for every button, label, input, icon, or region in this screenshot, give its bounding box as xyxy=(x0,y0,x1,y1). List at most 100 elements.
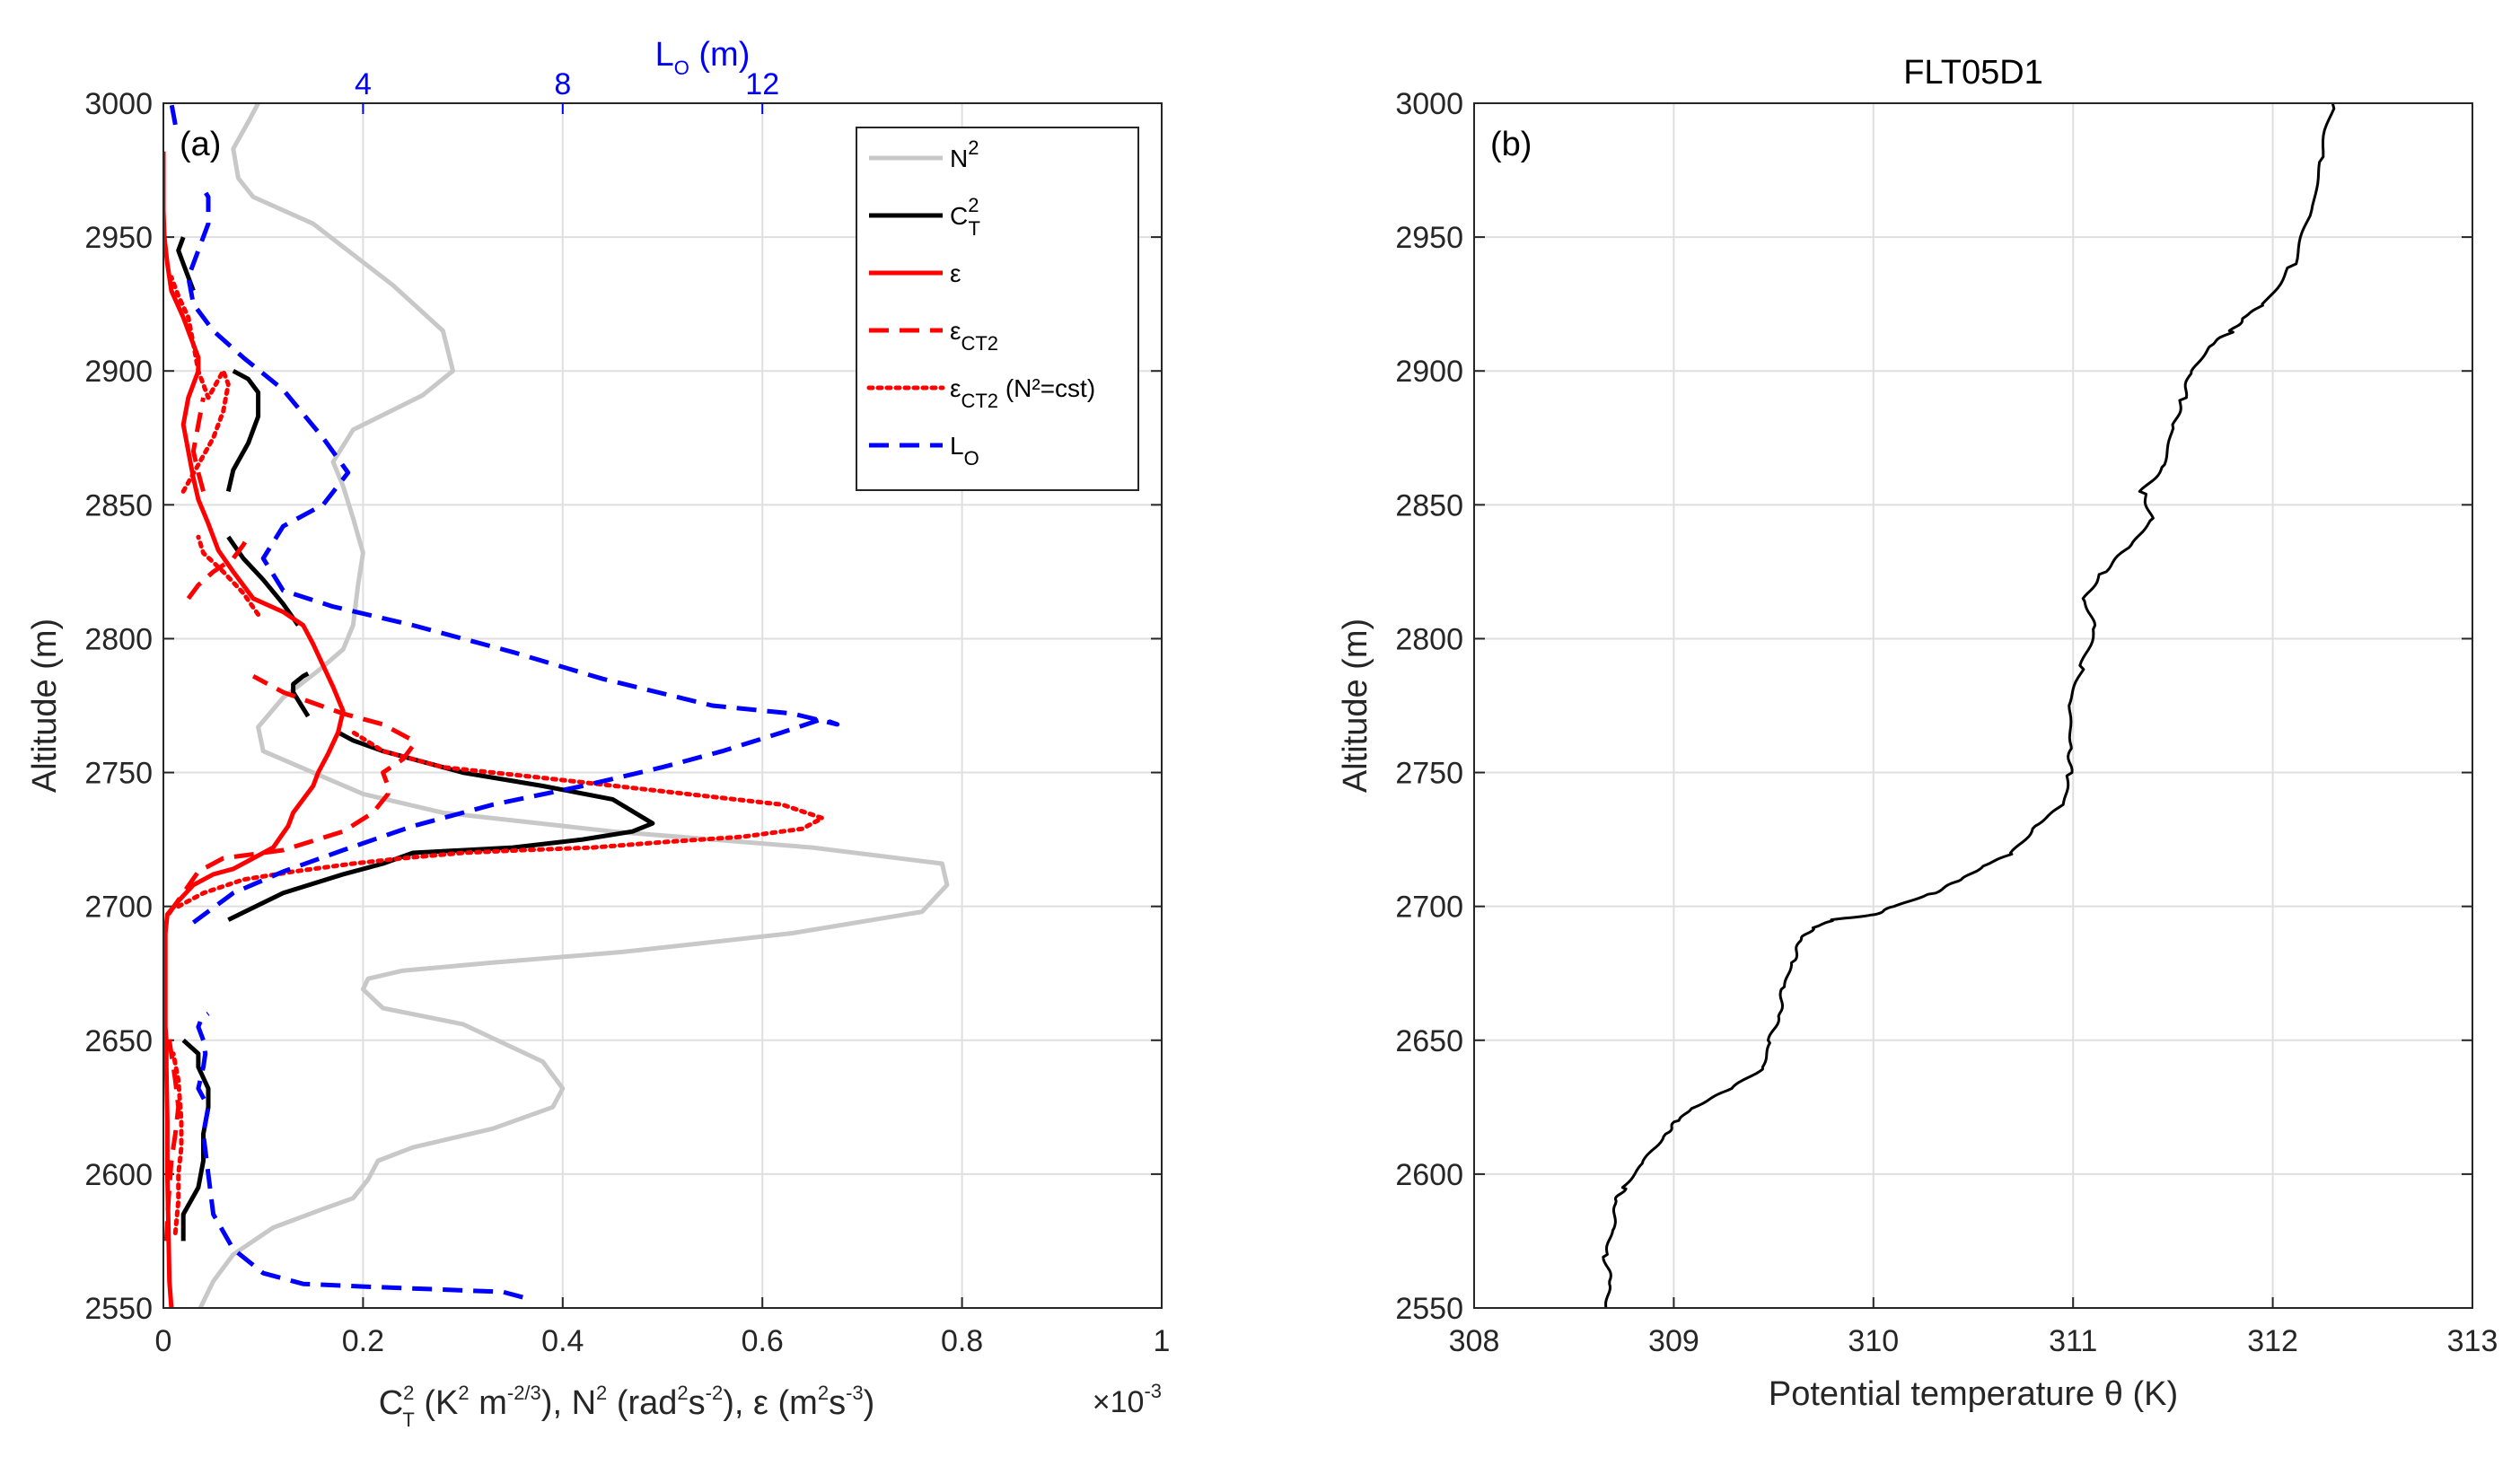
a-legend-box xyxy=(856,127,1139,491)
xl-t: -2 xyxy=(706,1382,724,1404)
a-ytick-label: 2600 xyxy=(84,1158,153,1192)
a-panel-label: (a) xyxy=(180,126,221,163)
legend-text: L xyxy=(950,432,964,460)
a-series-epsCT2-segment xyxy=(163,1034,181,1242)
xl-t: 2 xyxy=(596,1382,607,1404)
legend-text: ε xyxy=(950,317,961,345)
a-ylabel: Altitude (m) xyxy=(26,619,64,793)
legend-label-epsCT2: εCT2 xyxy=(950,317,998,355)
legend-label-LO: LO xyxy=(950,432,979,470)
xl-t: ) xyxy=(864,1384,875,1422)
xl-t: m xyxy=(470,1384,507,1422)
xl-t: (rad xyxy=(607,1384,677,1422)
a-xtick-label: 0.4 xyxy=(541,1324,584,1358)
a-series-LO-segment xyxy=(196,1012,523,1300)
b-xtick-label: 309 xyxy=(1648,1324,1699,1358)
a-series-LO-segment xyxy=(186,188,840,925)
xl-eps: ε xyxy=(753,1384,768,1422)
xl-sub: T xyxy=(402,1409,414,1431)
xl-t: -3 xyxy=(846,1382,864,1404)
b-xtick-label: 311 xyxy=(2049,1324,2097,1358)
a-xtick-label: 0.6 xyxy=(742,1324,784,1358)
a-series-group xyxy=(163,103,950,1308)
a-xtick-label: 1 xyxy=(1154,1324,1171,1358)
legend-label-N2: N2 xyxy=(950,136,979,172)
legend-sup: 2 xyxy=(968,136,979,159)
b-ytick-label: 2600 xyxy=(1395,1158,1463,1192)
b-ytick-label: 2650 xyxy=(1395,1024,1463,1058)
b-panel-label: (b) xyxy=(1490,126,1532,163)
a-series-epsCT2cst-segment xyxy=(171,1051,184,1235)
b-plot-area xyxy=(1474,103,2472,1308)
panel-a: 0 0.2 0.4 0.6 0.8 125502600265027002750280028… xyxy=(26,36,1170,1431)
a-series-LO-segment xyxy=(169,103,178,126)
xl-t: (K xyxy=(415,1384,459,1422)
legend-sub: T xyxy=(968,217,979,240)
a-series-CT2-segment xyxy=(225,368,261,492)
b-ytick-label: 2850 xyxy=(1395,488,1463,522)
a-ytick-label: 2750 xyxy=(84,757,153,791)
a-ytick-label: 2650 xyxy=(84,1024,153,1058)
legend-text: ε xyxy=(950,259,961,287)
a-series-epsCT2-segment xyxy=(186,535,250,601)
top-label-base: L xyxy=(655,36,674,74)
b-ytick-label: 2900 xyxy=(1395,355,1463,389)
a-top-axis-label: LO (m) xyxy=(655,36,751,79)
a-top-tick-label: 12 xyxy=(745,67,779,101)
xl-sup: 2 xyxy=(403,1382,414,1404)
a-xtick-label: 0.2 xyxy=(342,1324,384,1358)
xl-t: 2 xyxy=(677,1382,688,1404)
mult-exp: -3 xyxy=(1144,1380,1162,1402)
xl-t: 2 xyxy=(458,1382,469,1404)
xl-t: (m xyxy=(768,1384,818,1422)
a-series-epsCT2-segment xyxy=(190,397,206,493)
a-series-epsCT2-segment xyxy=(166,673,416,917)
a-ytick-label: 2850 xyxy=(84,488,153,522)
b-series-group xyxy=(1602,103,2336,1308)
a-series-CT2-segment xyxy=(291,671,311,718)
legend-text: C xyxy=(950,202,968,230)
b-ytick-label: 2950 xyxy=(1395,221,1463,255)
a-ytick-label: 2800 xyxy=(84,622,153,656)
xl-t: 2 xyxy=(818,1382,829,1404)
b-ytick-label: 2800 xyxy=(1395,622,1463,656)
b-xtick-label: 308 xyxy=(1449,1324,1500,1358)
legend-sub: CT2 xyxy=(961,332,998,355)
a-axes-box xyxy=(162,102,1163,1309)
legend-label-eps: ε xyxy=(950,259,961,287)
a-x-multiplier: ×10-3 xyxy=(1093,1380,1162,1419)
b-series-theta-line xyxy=(1602,103,2336,1308)
a-series-epsCT2cst-segment xyxy=(176,730,825,909)
a-series-epsCT2cst-segment xyxy=(196,534,261,618)
a-ytick-label: 2950 xyxy=(84,221,153,255)
b-xlabel: Potential temperature θ (K) xyxy=(1769,1375,2178,1413)
legend-text: ε xyxy=(950,374,961,402)
a-xlabel: C2 T (K2 m-2/3), N2 (rad2s-2), ε (m2s-3) xyxy=(379,1382,875,1431)
a-ytick-label: 2700 xyxy=(84,891,153,925)
legend-text: N xyxy=(950,145,968,172)
a-series-N2-line xyxy=(198,103,950,1308)
xl-t: -2/3 xyxy=(507,1382,541,1404)
xl-t: ), N xyxy=(541,1384,596,1422)
legend-sub: CT2 xyxy=(961,390,998,412)
legend-label-epsCT2cst: εCT2 (N²=cst) xyxy=(950,374,1095,412)
xl-t: s xyxy=(829,1384,846,1422)
a-series-eps-line xyxy=(163,151,346,1308)
b-title: FLT05D1 xyxy=(1903,54,2043,92)
b-xtick-label: 310 xyxy=(1848,1324,1899,1358)
b-xtick-label: 312 xyxy=(2247,1324,2298,1358)
xl-t: s xyxy=(689,1384,706,1422)
b-ytick-label: 3000 xyxy=(1395,87,1463,121)
top-label-sub: O xyxy=(674,57,689,79)
a-xtick-label: 0 xyxy=(155,1324,172,1358)
a-ytick-label: 2550 xyxy=(84,1292,153,1326)
a-top-tick-label: 4 xyxy=(355,67,372,101)
b-ytick-label: 2750 xyxy=(1395,757,1463,791)
legend-rest: (N²=cst) xyxy=(998,374,1095,402)
xl-C: C xyxy=(379,1384,403,1422)
mult-base: ×10 xyxy=(1093,1385,1145,1419)
a-series-epsCT2cst-segment xyxy=(169,275,231,494)
xl-t: ), xyxy=(723,1384,753,1422)
